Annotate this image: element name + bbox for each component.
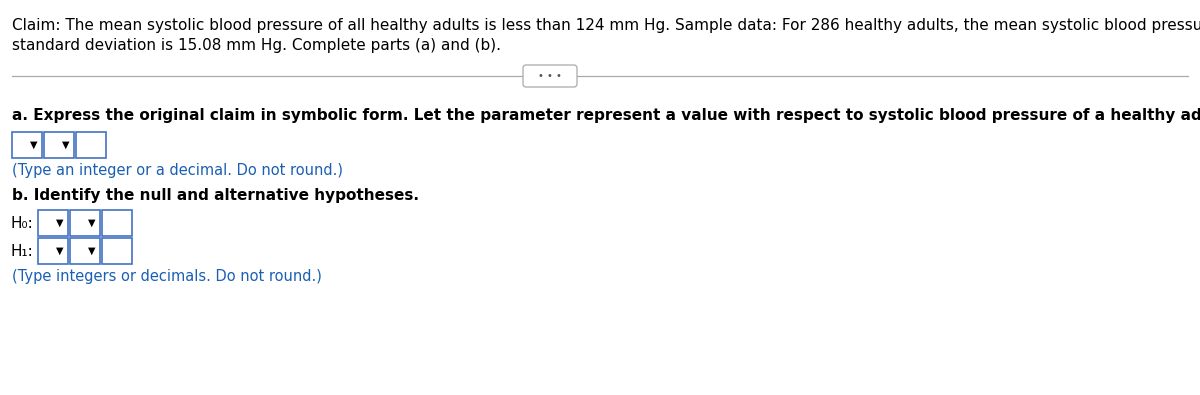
Text: (Type integers or decimals. Do not round.): (Type integers or decimals. Do not round… — [12, 269, 322, 284]
FancyBboxPatch shape — [38, 210, 68, 236]
Text: ▼: ▼ — [62, 140, 70, 150]
Text: b. Identify the null and alternative hypotheses.: b. Identify the null and alternative hyp… — [12, 188, 419, 203]
Text: Claim: The mean systolic blood pressure of all healthy adults is less than 124 m: Claim: The mean systolic blood pressure … — [12, 18, 1200, 33]
Text: ▼: ▼ — [30, 140, 37, 150]
Text: (Type an integer or a decimal. Do not round.): (Type an integer or a decimal. Do not ro… — [12, 163, 343, 178]
FancyBboxPatch shape — [76, 132, 106, 158]
Text: standard deviation is 15.08 mm Hg. Complete parts (a) and (b).: standard deviation is 15.08 mm Hg. Compl… — [12, 38, 502, 53]
FancyBboxPatch shape — [12, 132, 42, 158]
FancyBboxPatch shape — [38, 238, 68, 264]
FancyBboxPatch shape — [44, 132, 74, 158]
FancyBboxPatch shape — [102, 238, 132, 264]
FancyBboxPatch shape — [102, 210, 132, 236]
Text: ▼: ▼ — [56, 218, 64, 228]
FancyBboxPatch shape — [70, 210, 100, 236]
Text: H₁:: H₁: — [10, 243, 32, 258]
Text: ▼: ▼ — [56, 246, 64, 256]
Text: ▼: ▼ — [89, 246, 96, 256]
Text: H₀:: H₀: — [10, 216, 32, 231]
Text: • • •: • • • — [538, 71, 562, 81]
FancyBboxPatch shape — [70, 238, 100, 264]
Text: a. Express the original claim in symbolic form. Let the parameter represent a va: a. Express the original claim in symboli… — [12, 108, 1200, 123]
FancyBboxPatch shape — [523, 65, 577, 87]
Text: ▼: ▼ — [89, 218, 96, 228]
